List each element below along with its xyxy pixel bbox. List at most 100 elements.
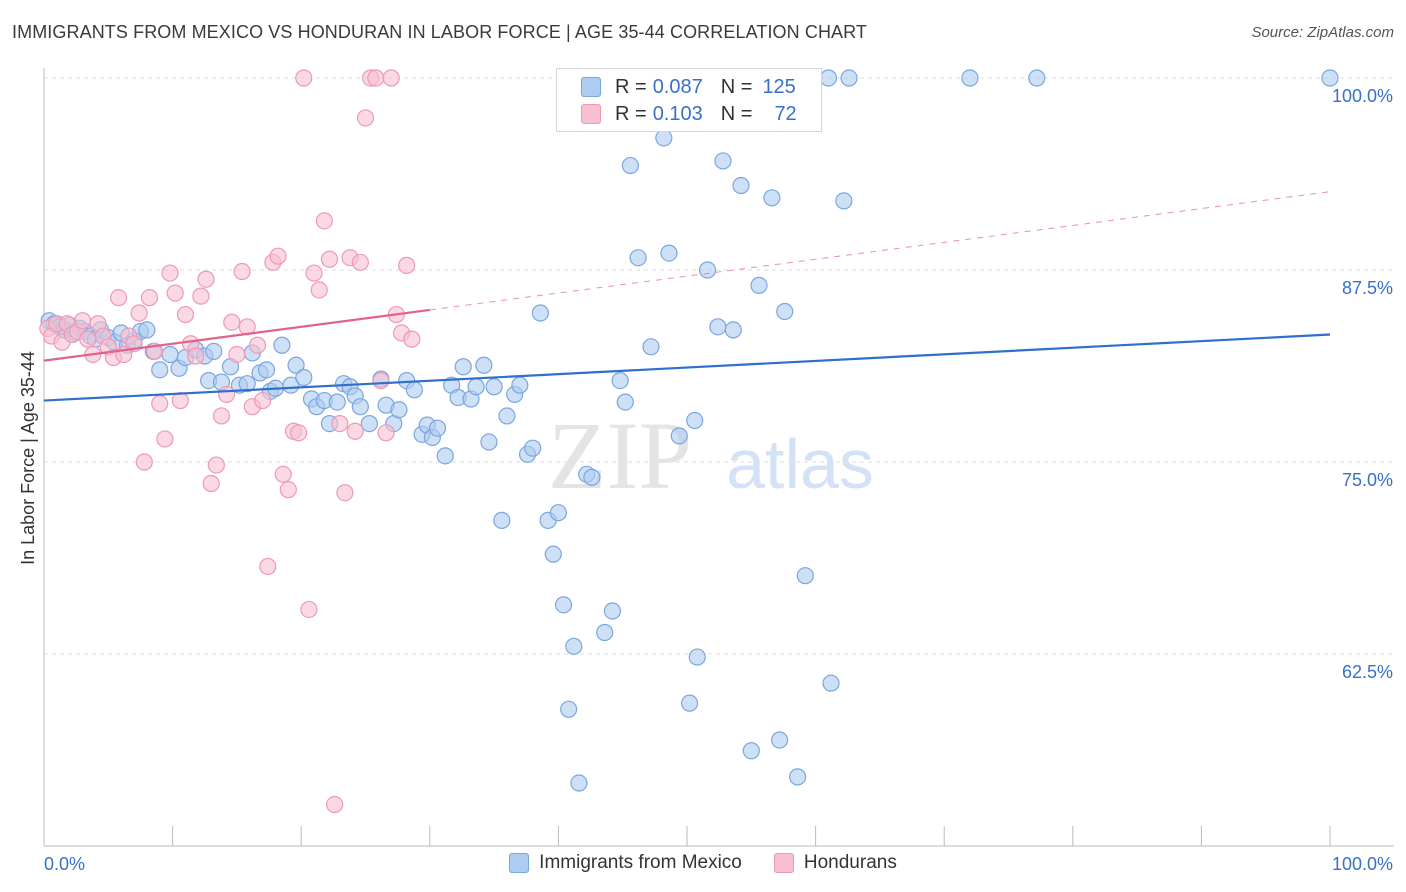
chart-title: IMMIGRANTS FROM MEXICO VS HONDURAN IN LA…: [12, 22, 868, 42]
mexico-point: [835, 192, 853, 210]
mexico-point: [742, 742, 760, 760]
hondurans-point: [274, 465, 292, 483]
hondurans-point: [161, 264, 179, 282]
mexico-point: [544, 545, 562, 563]
hondurans-point: [346, 422, 364, 440]
mexico-point: [205, 342, 223, 361]
mexico-point: [709, 318, 727, 336]
mexico-point: [763, 189, 781, 207]
mexico-point: [660, 244, 678, 262]
source-label: Source: ZipAtlas.com: [1251, 24, 1394, 41]
mexico-point: [688, 648, 706, 666]
series-label-hondurans: Hondurans: [803, 852, 897, 873]
mexico-point: [603, 602, 622, 620]
mexico-point: [570, 774, 588, 792]
hondurans-point: [248, 336, 267, 354]
mexico-point: [524, 439, 542, 457]
legend-row-mexico: R = 0.087 N = 125: [581, 74, 796, 100]
hondurans-point: [331, 415, 349, 433]
mexico-point: [750, 276, 768, 294]
mexico-point: [273, 336, 291, 354]
mexico-point: [560, 700, 578, 718]
legend-r-value-hondurans: 0.103: [652, 102, 703, 125]
mexico-point: [670, 427, 688, 445]
mexico-point: [511, 376, 529, 394]
hondurans-point: [156, 430, 174, 448]
series-swatch-hondurans: [773, 853, 794, 873]
legend-n-value-hondurans: 72: [774, 102, 797, 125]
mexico-point: [436, 447, 454, 465]
legend-r-label: R =: [615, 102, 647, 125]
legend-r-label: R =: [615, 75, 647, 98]
mexico-point: [796, 567, 814, 585]
hondurans-point: [212, 407, 231, 425]
hondurans-point: [367, 69, 385, 87]
hondurans-point: [336, 484, 354, 502]
hondurans-trend-extension: [429, 191, 1331, 311]
mexico-point: [621, 156, 640, 175]
hondurans-point: [279, 481, 297, 499]
mexico-point: [480, 433, 498, 451]
hondurans-trend-line: [43, 308, 430, 362]
mexico-point: [565, 637, 583, 655]
hondurans-point: [403, 330, 421, 348]
correlation-legend: R = 0.087 N = 125 R = 0.103 N = 72: [556, 68, 822, 132]
hondurans-point: [310, 281, 328, 299]
series-legend-mexico: Immigrants from Mexico: [509, 852, 742, 874]
mexico-point: [840, 69, 858, 87]
mexico-point: [819, 69, 838, 87]
legend-swatch-hondurans: [581, 104, 601, 124]
x-tick-label: 0.0%: [44, 854, 85, 874]
mexico-point: [475, 356, 493, 374]
mexico-point: [686, 411, 704, 430]
legend-r-value-mexico: 0.087: [652, 75, 703, 98]
watermark: ZIP atlas: [548, 402, 874, 509]
hondurans-point: [326, 795, 344, 814]
mexico-point: [328, 393, 346, 411]
hondurans-point: [305, 264, 323, 282]
y-tick-label: 75.0%: [1342, 470, 1393, 490]
mexico-point: [238, 375, 256, 393]
y-axis-label: In Labor Force | Age 35-44: [18, 351, 38, 565]
hondurans-point: [382, 69, 400, 87]
mexico-point: [776, 302, 794, 321]
hondurans-point: [223, 313, 241, 331]
hondurans-point: [254, 391, 272, 410]
mexico-point: [257, 361, 276, 379]
mexico-point: [360, 415, 378, 433]
mexico-point: [498, 407, 516, 425]
hondurans-point: [377, 424, 395, 442]
hondurans-point: [372, 371, 390, 390]
mexico-point: [698, 261, 717, 279]
legend-row-hondurans: R = 0.103 N = 72: [581, 101, 797, 127]
hondurans-point: [79, 330, 97, 348]
hondurans-point: [233, 262, 251, 281]
hondurans-point: [207, 456, 225, 474]
mexico-point: [351, 398, 369, 416]
mexico-point: [788, 768, 807, 786]
hondurans-point: [202, 474, 220, 493]
data-points: [39, 69, 1339, 814]
mexico-point: [554, 596, 573, 614]
hondurans-point: [151, 395, 169, 413]
mexico-point: [642, 338, 660, 356]
hondurans-point: [130, 304, 148, 322]
mexico-point: [1321, 69, 1339, 87]
hondurans-point: [351, 253, 369, 271]
hondurans-point: [197, 270, 215, 288]
mexico-point: [629, 249, 647, 267]
hondurans-point: [259, 557, 277, 576]
x-tick-label: 100.0%: [1332, 854, 1393, 874]
legend-n-label: N =: [720, 102, 753, 125]
mexico-point: [961, 69, 979, 87]
mexico-point: [295, 368, 313, 387]
hondurans-point: [398, 256, 416, 274]
hondurans-point: [109, 289, 128, 307]
mexico-point: [732, 176, 750, 195]
watermark-zip: ZIP: [548, 402, 692, 509]
mexico-point: [282, 376, 300, 394]
mexico-point: [616, 393, 634, 411]
mexico-point: [454, 358, 472, 376]
hondurans-point: [218, 385, 236, 404]
